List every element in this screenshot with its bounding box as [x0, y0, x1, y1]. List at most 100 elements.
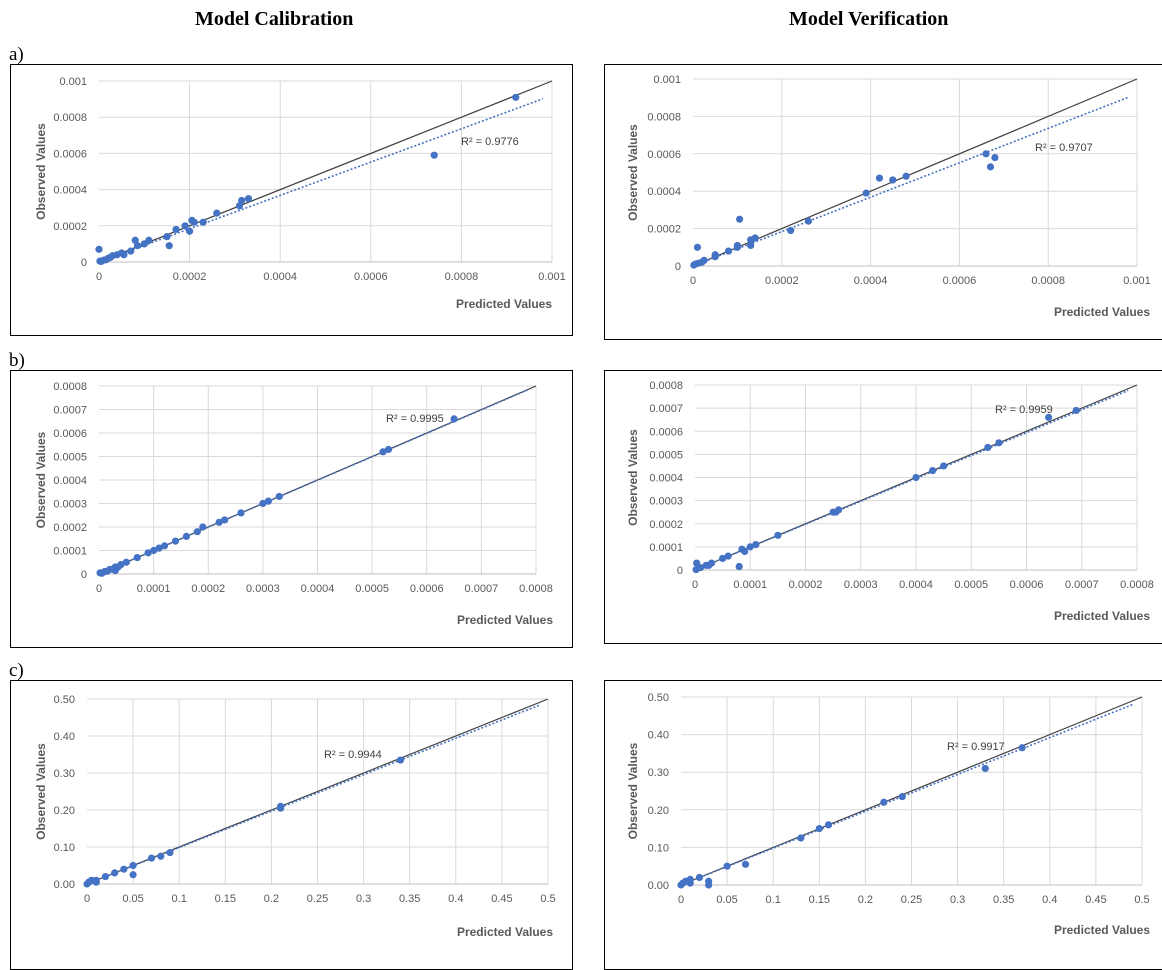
calibration-column-title: Model Calibration: [195, 8, 354, 30]
scatter-chart-a-calibration: 0 0.0002 0.0004 0.0006 0.0008 0.001 0 0.0002 0.0…: [34, 76, 566, 311]
y-tick-label: 0.50: [54, 694, 75, 706]
data-point: [235, 202, 244, 210]
x-tick-label: 0.0003: [844, 579, 878, 591]
data-point: [160, 542, 169, 550]
scatter-chart-b-verification: 0 0.0001 0.0002 0.0003 0.0004 0.0005 0.0006 0.0…: [626, 380, 1154, 623]
data-point: [186, 227, 194, 235]
data-point: [199, 523, 207, 531]
y-tick-label: 0.0006: [647, 149, 681, 161]
x-tick-label: 0.0004: [301, 583, 335, 595]
data-point: [804, 217, 813, 225]
data-point: [111, 869, 119, 877]
x-tick-label: 0.3: [950, 894, 965, 906]
x-tick-label: 0.4: [1042, 894, 1057, 906]
data-point: [127, 247, 135, 255]
r-squared-label: R² = 0.9959: [995, 404, 1053, 416]
x-tick-label: 0.25: [901, 894, 922, 906]
chart-panel-c-verification: 0 0.05 0.1 0.15 0.2 0.25 0.3 0.35 0.4 0.45 0.5 0.00…: [604, 680, 1162, 970]
data-point: [700, 256, 708, 264]
trendline: [680, 703, 1134, 886]
y-tick-label: 0.00: [648, 880, 669, 892]
data-point: [746, 543, 754, 551]
data-point: [163, 233, 171, 241]
x-tick-label: 0.35: [399, 893, 420, 905]
x-tick-label: 0.05: [122, 893, 143, 905]
y-tick-label: 0.0002: [647, 224, 681, 236]
x-tick-label: 0.4: [448, 893, 463, 905]
y-axis-label: Observed Values: [34, 743, 48, 840]
data-point: [133, 553, 141, 562]
x-tick-label: 0.0002: [173, 271, 207, 283]
y-tick-label: 0: [81, 257, 87, 269]
y-tick-label: 0: [677, 565, 683, 577]
x-tick-label: 0.0002: [191, 583, 225, 595]
x-tick-label: 0.0008: [1120, 579, 1154, 591]
data-point: [199, 218, 207, 226]
data-point: [155, 544, 163, 552]
y-tick-label: 0.001: [59, 76, 87, 88]
x-tick-label: 0.0008: [1031, 275, 1065, 287]
data-point: [122, 558, 130, 566]
data-point: [144, 549, 152, 557]
x-tick-label: 0.2: [858, 894, 873, 906]
data-point: [735, 562, 743, 571]
data-point: [213, 209, 221, 217]
data-point: [693, 243, 702, 251]
r-squared-label: R² = 0.9707: [1035, 142, 1093, 154]
x-axis-label: Predicted Values: [1054, 305, 1150, 319]
data-point: [733, 241, 741, 250]
y-tick-label: 0.0008: [649, 380, 683, 392]
data-point: [238, 196, 246, 205]
data-point: [190, 218, 198, 226]
y-axis-label: Observed Values: [34, 431, 48, 528]
y-axis-label: Observed Values: [626, 124, 640, 221]
data-point: [835, 506, 843, 514]
x-axis-label: Predicted Values: [1054, 923, 1150, 937]
data-point: [512, 93, 520, 101]
y-tick-label: 0.0004: [53, 185, 87, 197]
x-tick-label: 0.0008: [445, 271, 479, 283]
data-point: [221, 516, 229, 524]
x-tick-label: 0.0008: [519, 583, 553, 595]
x-tick-label: 0: [678, 894, 684, 906]
data-point: [145, 236, 153, 244]
data-point: [182, 532, 190, 540]
r-squared-label: R² = 0.9917: [947, 741, 1005, 753]
data-point: [774, 531, 782, 539]
data-point: [157, 852, 165, 860]
data-point: [928, 466, 937, 475]
data-point: [120, 865, 128, 873]
data-point: [150, 546, 158, 555]
x-tick-label: 0.0003: [246, 583, 280, 595]
row-label-a: a): [9, 44, 24, 65]
x-tick-label: 0.0007: [465, 583, 499, 595]
data-point: [751, 234, 759, 242]
x-tick-label: 0.001: [1123, 275, 1151, 287]
y-tick-label: 0.0002: [53, 522, 87, 534]
x-tick-label: 0.0006: [354, 271, 388, 283]
data-point: [898, 793, 906, 801]
x-tick-label: 0.1: [766, 894, 781, 906]
x-tick-label: 0.0006: [943, 275, 977, 287]
x-tick-label: 0.0005: [355, 583, 389, 595]
x-tick-label: 0.0006: [410, 583, 444, 595]
identity-line: [86, 698, 549, 885]
y-tick-label: 0.00: [54, 879, 75, 891]
data-point: [724, 552, 732, 560]
x-tick-label: 0.05: [716, 894, 737, 906]
data-point: [981, 764, 989, 773]
data-point: [719, 554, 727, 563]
data-point: [129, 871, 137, 879]
x-tick-label: 0: [692, 579, 698, 591]
trendline: [98, 98, 544, 263]
row-label-b: b): [9, 350, 25, 371]
r-squared-label: R² = 0.9776: [461, 136, 519, 148]
x-axis-label: Predicted Values: [1054, 609, 1150, 623]
data-point: [384, 445, 393, 454]
data-point: [741, 860, 750, 868]
y-tick-label: 0.0003: [53, 499, 87, 511]
data-point: [172, 225, 180, 234]
y-axis-label: Observed Values: [34, 123, 48, 220]
data-point: [171, 537, 180, 545]
x-tick-label: 0.0004: [263, 271, 297, 283]
